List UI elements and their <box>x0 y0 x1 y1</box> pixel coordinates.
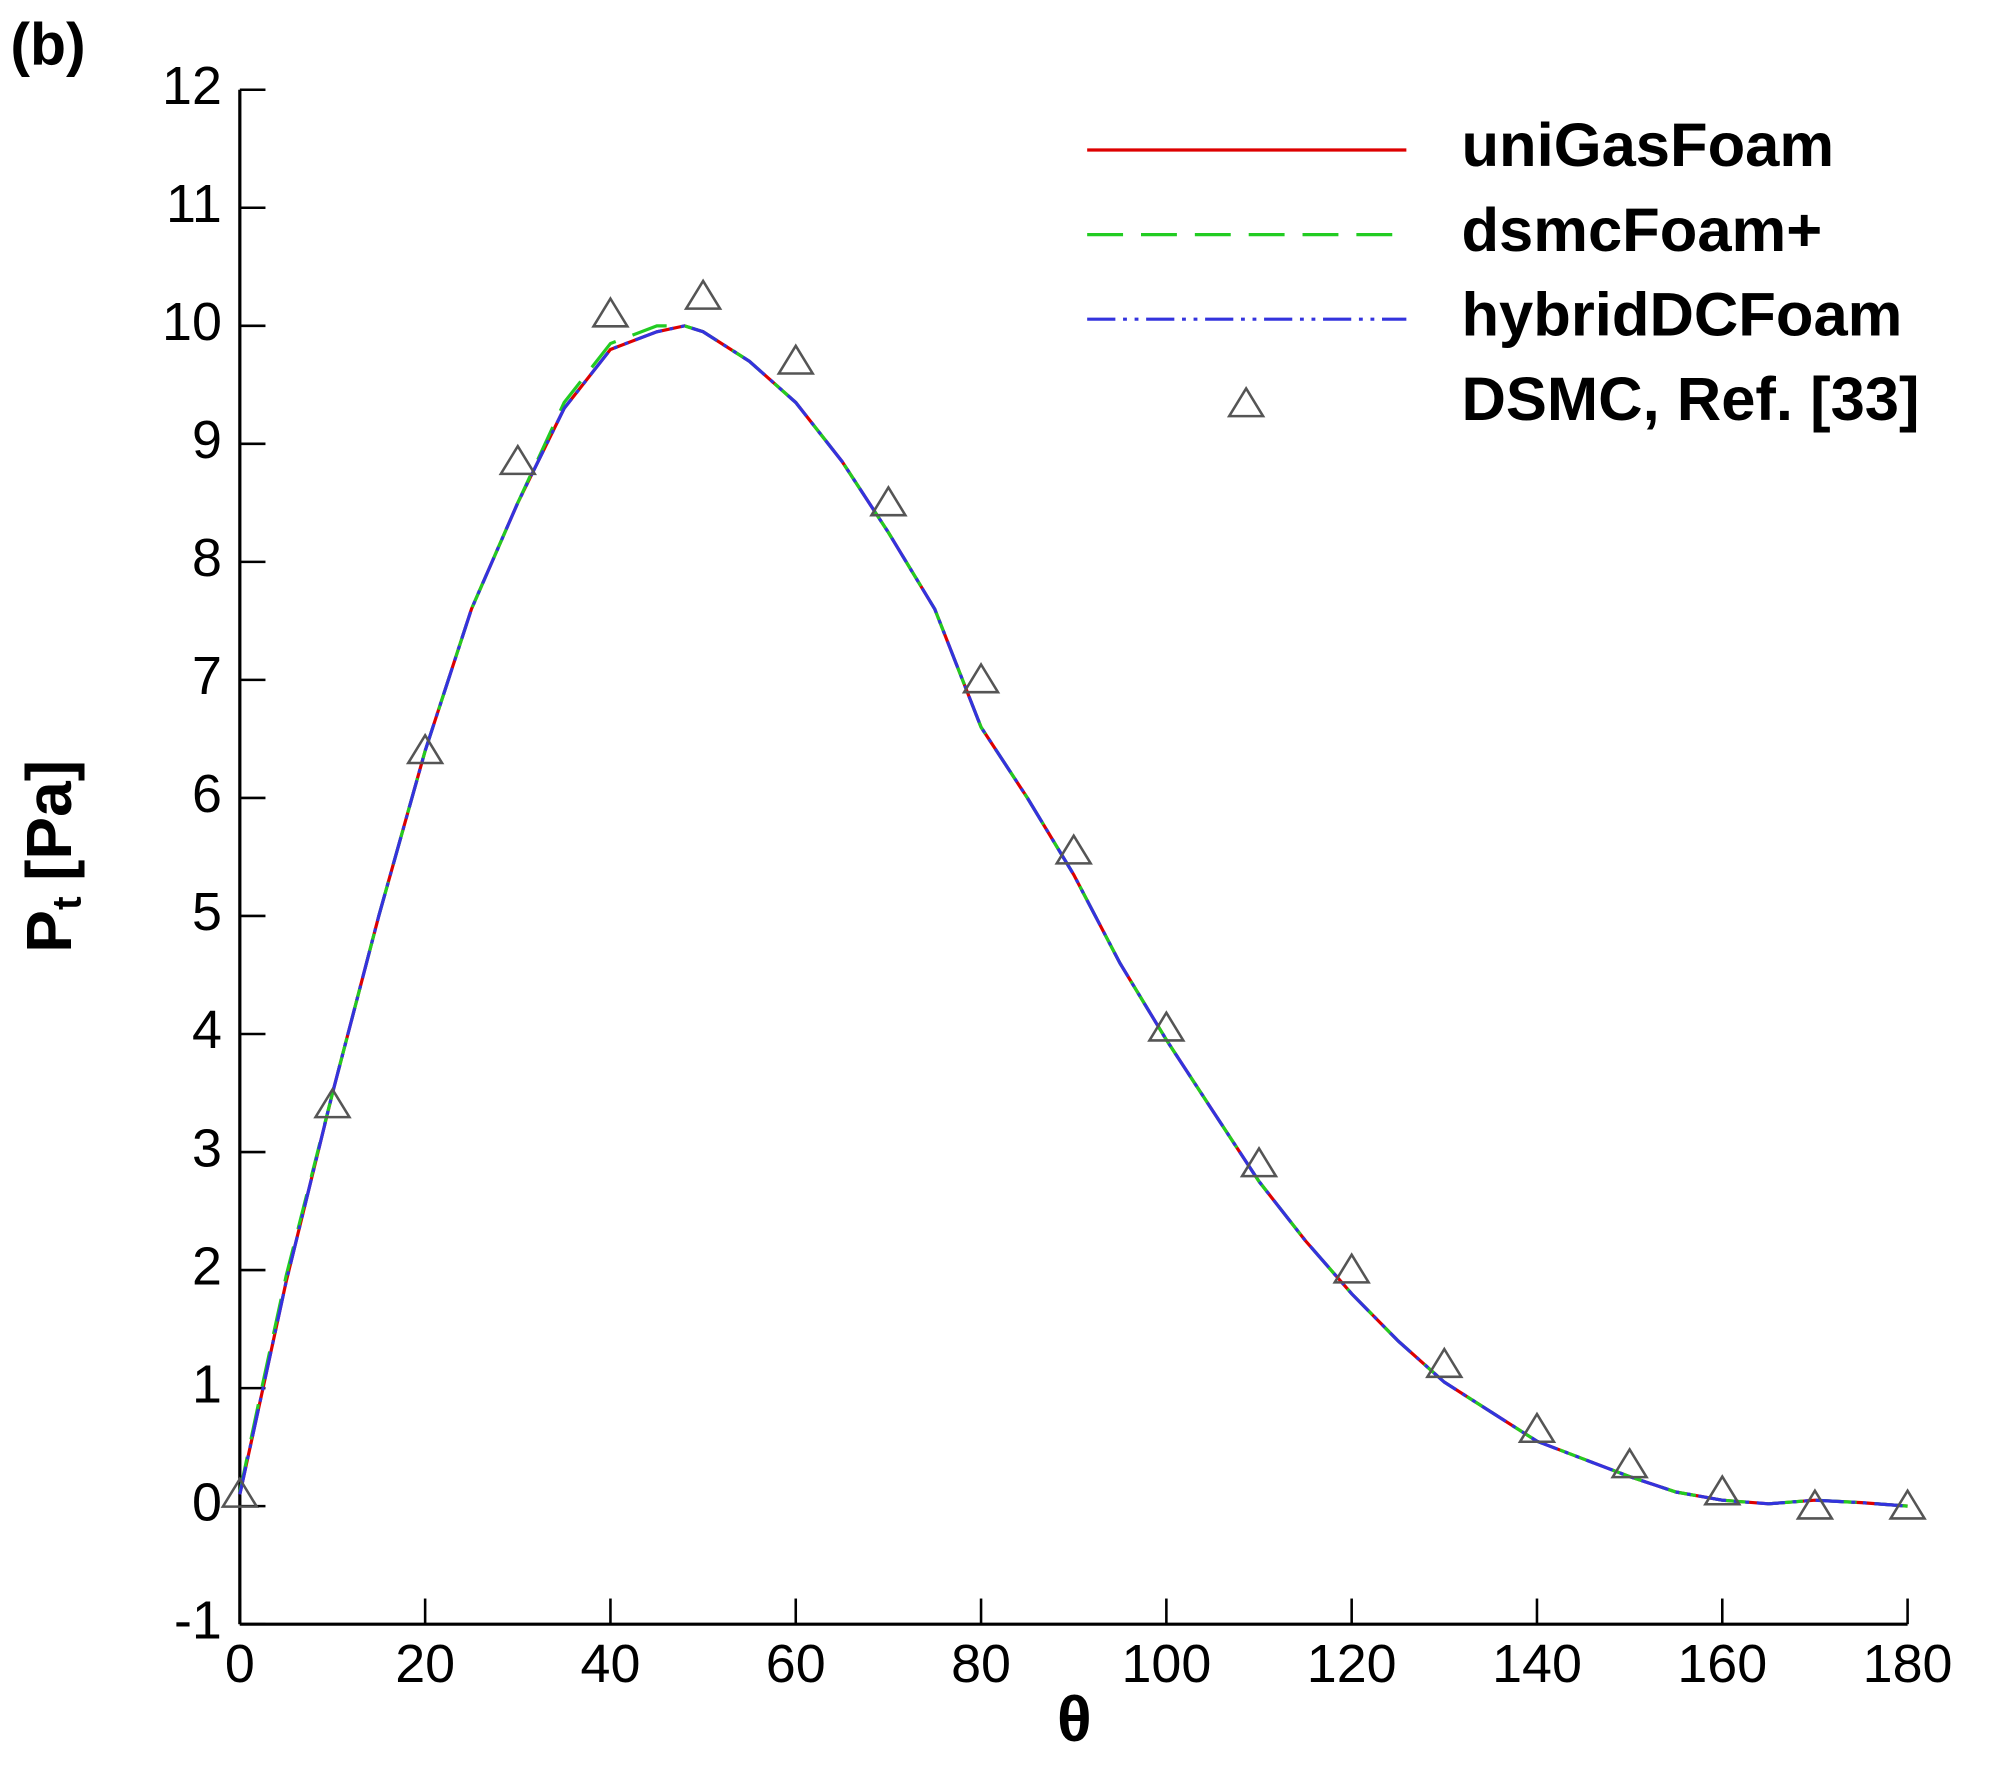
y-tick-label: 4 <box>192 1000 222 1060</box>
data-point <box>498 443 537 476</box>
y-axis-label: Pt [Pa] <box>13 760 89 953</box>
y-tick-label: 9 <box>192 410 222 470</box>
x-tick-label: 180 <box>1863 1634 1953 1694</box>
y-tick-label: 10 <box>162 292 222 352</box>
data-point <box>405 732 445 765</box>
data-point <box>776 343 815 375</box>
x-tick-label: 140 <box>1492 1634 1582 1694</box>
data-point <box>1054 833 1093 865</box>
legend-marker <box>1226 385 1266 418</box>
y-label-main: P <box>13 910 85 953</box>
data-point <box>1888 1488 1927 1520</box>
data-point <box>1147 1010 1186 1042</box>
data-point <box>1332 1252 1371 1284</box>
y-tick-label: 8 <box>192 528 222 588</box>
legend-label: uniGasFoam <box>1461 111 1834 180</box>
x-tick-label: 40 <box>581 1634 641 1694</box>
y-tick-label: -1 <box>174 1590 222 1650</box>
x-axis-label: θ <box>1057 1683 1092 1755</box>
y-tick-label: 6 <box>192 764 222 824</box>
data-point <box>1425 1346 1464 1379</box>
legend-label: hybridDCFoam <box>1461 280 1902 349</box>
data-point <box>313 1086 352 1119</box>
series-line <box>238 324 1908 1508</box>
y-label-unit: [Pa] <box>13 760 85 881</box>
data-point <box>1703 1474 1742 1506</box>
data-point <box>683 278 723 310</box>
data-point <box>1795 1488 1835 1520</box>
data-point <box>1517 1411 1557 1444</box>
series-line <box>238 324 1908 1508</box>
x-tick-label: 160 <box>1677 1634 1767 1694</box>
x-tick-label: 120 <box>1307 1634 1397 1694</box>
data-point <box>869 485 908 517</box>
data-point <box>1610 1446 1649 1479</box>
legend-label: dsmcFoam+ <box>1461 196 1822 265</box>
data-point <box>591 296 630 328</box>
y-tick-label: 3 <box>192 1118 222 1178</box>
x-tick-label: 100 <box>1121 1634 1211 1694</box>
data-point <box>220 1476 260 1508</box>
series-line <box>238 324 1908 1508</box>
y-tick-label: 7 <box>192 646 222 706</box>
y-tick-label: 1 <box>192 1354 222 1414</box>
data-point <box>961 662 1001 694</box>
x-tick-label: 60 <box>766 1634 826 1694</box>
x-tick-label: 20 <box>395 1634 455 1694</box>
x-tick-label: 0 <box>225 1634 255 1694</box>
legend-label: DSMC, Ref. [33] <box>1461 365 1919 434</box>
y-tick-label: 0 <box>192 1472 222 1532</box>
y-tick-label: 2 <box>192 1236 222 1296</box>
y-tick-label: 5 <box>192 882 222 942</box>
y-label-sub: t <box>43 896 89 910</box>
data-point <box>1239 1145 1279 1178</box>
y-tick-label: 12 <box>162 56 222 116</box>
panel-label: (b) <box>10 12 85 77</box>
x-tick-label: 80 <box>951 1634 1011 1694</box>
y-tick-label: 11 <box>166 174 222 234</box>
